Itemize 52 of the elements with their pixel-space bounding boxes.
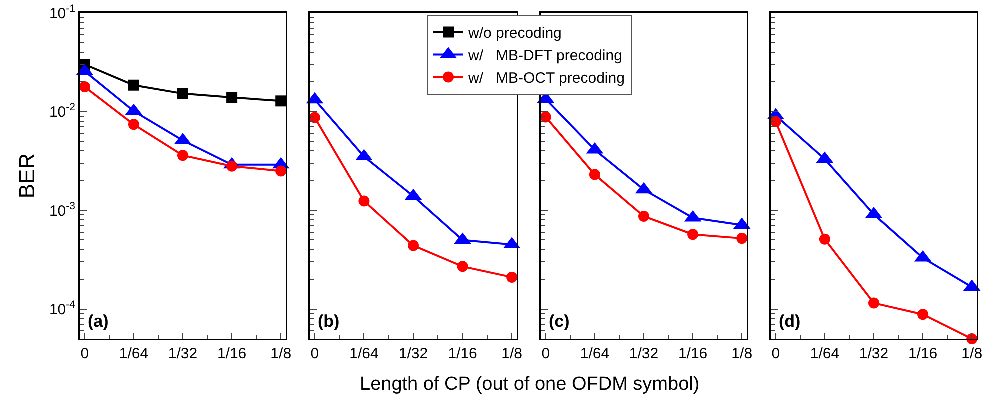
- y-axis-title: BER: [14, 153, 40, 199]
- point: [868, 298, 880, 309]
- annotation: (c): [549, 312, 570, 331]
- x-tick-label: 1/32: [859, 346, 889, 362]
- x-tick-label: 1/16: [448, 346, 478, 362]
- legend-label: w/ MB-DFT precoding: [468, 48, 622, 65]
- point: [688, 229, 699, 240]
- point: [276, 96, 287, 107]
- point: [128, 119, 140, 130]
- annotation: (b): [318, 312, 340, 331]
- x-tick-label: 1/32: [168, 346, 198, 362]
- x-tick-label: 0: [80, 346, 90, 362]
- x-tick-label: 0: [310, 346, 320, 362]
- point: [79, 82, 90, 93]
- x-axis-title: Length of CP (out of one OFDM symbol): [360, 374, 700, 395]
- point: [178, 88, 188, 100]
- x-tick-label: 1/64: [119, 346, 149, 362]
- y-tick-label: 10$^{-2}$: [49, 102, 76, 122]
- point: [457, 261, 468, 272]
- point: [358, 196, 370, 207]
- x-tick-label: 1/8: [270, 346, 292, 362]
- point: [589, 169, 600, 180]
- annotation: (a): [88, 312, 109, 331]
- point: [226, 92, 238, 104]
- point: [506, 272, 518, 283]
- x-tick-label: 1/64: [810, 346, 840, 362]
- y-tick-label: 10$^{-3}$: [49, 200, 76, 220]
- x-tick-label: 1/32: [629, 346, 659, 362]
- x-tick-label: 1/16: [678, 346, 708, 362]
- x-tick-label: 0: [772, 346, 780, 362]
- y-tick-label: 10$^{-1}$: [49, 2, 76, 22]
- point: [819, 234, 830, 245]
- x-tick-label: 1/8: [502, 346, 522, 362]
- x-tick-label: 1/16: [908, 346, 938, 362]
- legend-label: w/o precoding: [468, 25, 562, 42]
- point: [276, 166, 287, 177]
- point: [178, 150, 188, 162]
- x-tick-label: 1/64: [580, 346, 610, 362]
- x-tick-label: 1/32: [398, 346, 428, 362]
- annotation: (d): [779, 312, 801, 331]
- y-tick-label: 10$^{-4}$: [49, 299, 76, 319]
- point: [918, 309, 929, 320]
- point: [128, 80, 140, 91]
- x-tick-label: 0: [542, 346, 550, 362]
- point: [408, 240, 419, 252]
- point: [638, 210, 650, 222]
- x-tick-label: 1/8: [732, 346, 753, 362]
- point: [736, 233, 748, 244]
- legend-label: w/ MB-OCT precoding: [468, 70, 625, 88]
- x-tick-label: 1/64: [350, 346, 379, 362]
- x-tick-label: 1/8: [962, 346, 983, 362]
- x-tick-label: 1/16: [217, 346, 247, 362]
